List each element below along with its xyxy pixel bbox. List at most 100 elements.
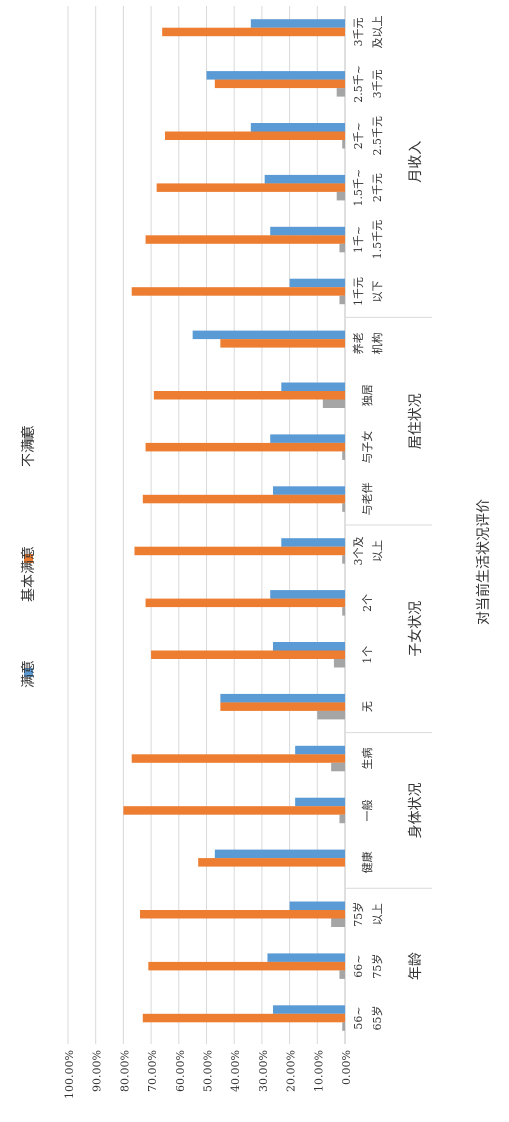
- category-label: 一般: [361, 799, 374, 821]
- category-label: 2.5千元: [371, 116, 384, 156]
- category-label: 2个: [361, 594, 374, 612]
- bar-basic: [220, 702, 345, 711]
- bar-unsatisfied: [342, 140, 345, 149]
- y-tick-label: 60.00%: [174, 1050, 187, 1092]
- bar-satisfied: [272, 1005, 345, 1014]
- legend-swatch: [24, 433, 33, 442]
- group-label: 年龄: [408, 952, 424, 980]
- category-label: 与子女: [360, 431, 374, 464]
- legend-label: 不满意: [20, 425, 37, 467]
- category-label: 无: [361, 701, 374, 712]
- bar-basic: [142, 494, 345, 504]
- bar-basic: [148, 961, 345, 971]
- bar-unsatisfied: [339, 970, 345, 979]
- bar-unsatisfied: [336, 191, 345, 201]
- bar-basic: [134, 546, 345, 556]
- y-tick-label: 80.00%: [118, 1050, 131, 1092]
- bar-satisfied: [272, 486, 345, 495]
- group-label: 子女状况: [407, 601, 424, 657]
- category-label: 养老: [351, 332, 365, 354]
- group-label: 居住状况: [408, 393, 424, 449]
- bar-basic: [142, 1013, 345, 1023]
- bar-satisfied: [250, 19, 345, 28]
- category-label: 1个: [361, 646, 374, 664]
- group-label: 月收入: [408, 141, 424, 183]
- y-tick-label: 40.00%: [229, 1050, 242, 1092]
- x-axis-title: 对当前生活状况评价: [475, 499, 492, 625]
- bar-satisfied: [270, 434, 345, 443]
- bar-satisfied: [206, 71, 345, 80]
- legend-label: 满意: [20, 660, 37, 688]
- bar-unsatisfied: [336, 88, 345, 97]
- bar-satisfied: [281, 382, 345, 391]
- bar-satisfied: [289, 278, 345, 288]
- bar-basic: [164, 131, 345, 140]
- bar-unsatisfied: [339, 243, 345, 253]
- bar-unsatisfied: [331, 762, 345, 772]
- bar-unsatisfied: [342, 1022, 345, 1031]
- bar-satisfied: [192, 330, 345, 340]
- category-label: 生病: [360, 748, 374, 770]
- bar-unsatisfied: [342, 555, 345, 564]
- category-label: 2.5千~: [352, 65, 365, 103]
- category-label: 3个及: [352, 536, 365, 565]
- category-label: 1千~: [352, 226, 365, 253]
- bar-satisfied: [264, 174, 345, 184]
- category-label: 与老伴: [361, 483, 374, 516]
- bar-satisfied: [250, 123, 345, 132]
- category-label: 独居: [361, 384, 374, 406]
- category-label: 1.5千~: [352, 169, 365, 207]
- bar-satisfied: [214, 849, 345, 859]
- bar-unsatisfied: [342, 607, 345, 616]
- bar-basic: [220, 339, 345, 348]
- legend-swatch: [24, 554, 33, 563]
- y-tick-label: 0.00%: [340, 1050, 353, 1085]
- legend-label: 基本满意: [20, 546, 37, 602]
- category-label: 2千元: [371, 173, 384, 202]
- y-tick-label: 70.00%: [146, 1050, 159, 1092]
- bar-unsatisfied: [339, 814, 345, 824]
- bar-basic: [145, 442, 345, 452]
- bar-basic: [145, 598, 345, 608]
- bar-satisfied: [270, 590, 345, 599]
- bar-basic: [140, 910, 345, 919]
- bar-unsatisfied: [331, 918, 345, 927]
- bar-unsatisfied: [322, 399, 345, 408]
- category-label: 3千元: [352, 17, 365, 46]
- bar-basic: [151, 650, 345, 659]
- y-tick-label: 20.00%: [285, 1050, 298, 1092]
- bar-satisfied: [295, 797, 345, 807]
- bar-satisfied: [281, 538, 345, 547]
- bar-unsatisfied: [342, 451, 345, 460]
- bar-basic: [145, 235, 345, 244]
- legend-swatch: [24, 668, 33, 677]
- group-label: 身体状况: [408, 782, 424, 838]
- bar-basic: [123, 806, 346, 815]
- category-label: 健康: [360, 851, 374, 873]
- bar-basic: [131, 287, 345, 296]
- category-label: 2千~: [352, 122, 365, 149]
- y-tick-label: 10.00%: [312, 1050, 325, 1092]
- category-label: 75岁: [351, 902, 365, 927]
- bar-basic: [162, 27, 345, 37]
- category-label: 以上: [371, 540, 384, 562]
- y-tick-label: 50.00%: [202, 1050, 215, 1092]
- category-label: 及以上: [371, 15, 384, 48]
- bar-unsatisfied: [317, 710, 345, 720]
- category-label: 75岁: [370, 954, 384, 979]
- bar-basic: [153, 391, 345, 400]
- bar-unsatisfied: [333, 659, 345, 668]
- bar-basic: [198, 858, 345, 867]
- bar-unsatisfied: [342, 503, 345, 512]
- y-tick-label: 90.00%: [91, 1050, 104, 1092]
- category-label: 56~: [352, 1006, 365, 1029]
- bar-satisfied: [220, 693, 345, 703]
- bar-satisfied: [295, 745, 345, 755]
- category-label: 65岁: [370, 1006, 384, 1031]
- category-label: 1.5千元: [371, 220, 384, 260]
- category-label: 以下: [371, 280, 384, 302]
- bar-basic: [214, 79, 345, 89]
- bar-unsatisfied: [339, 295, 345, 305]
- bar-basic: [156, 183, 345, 192]
